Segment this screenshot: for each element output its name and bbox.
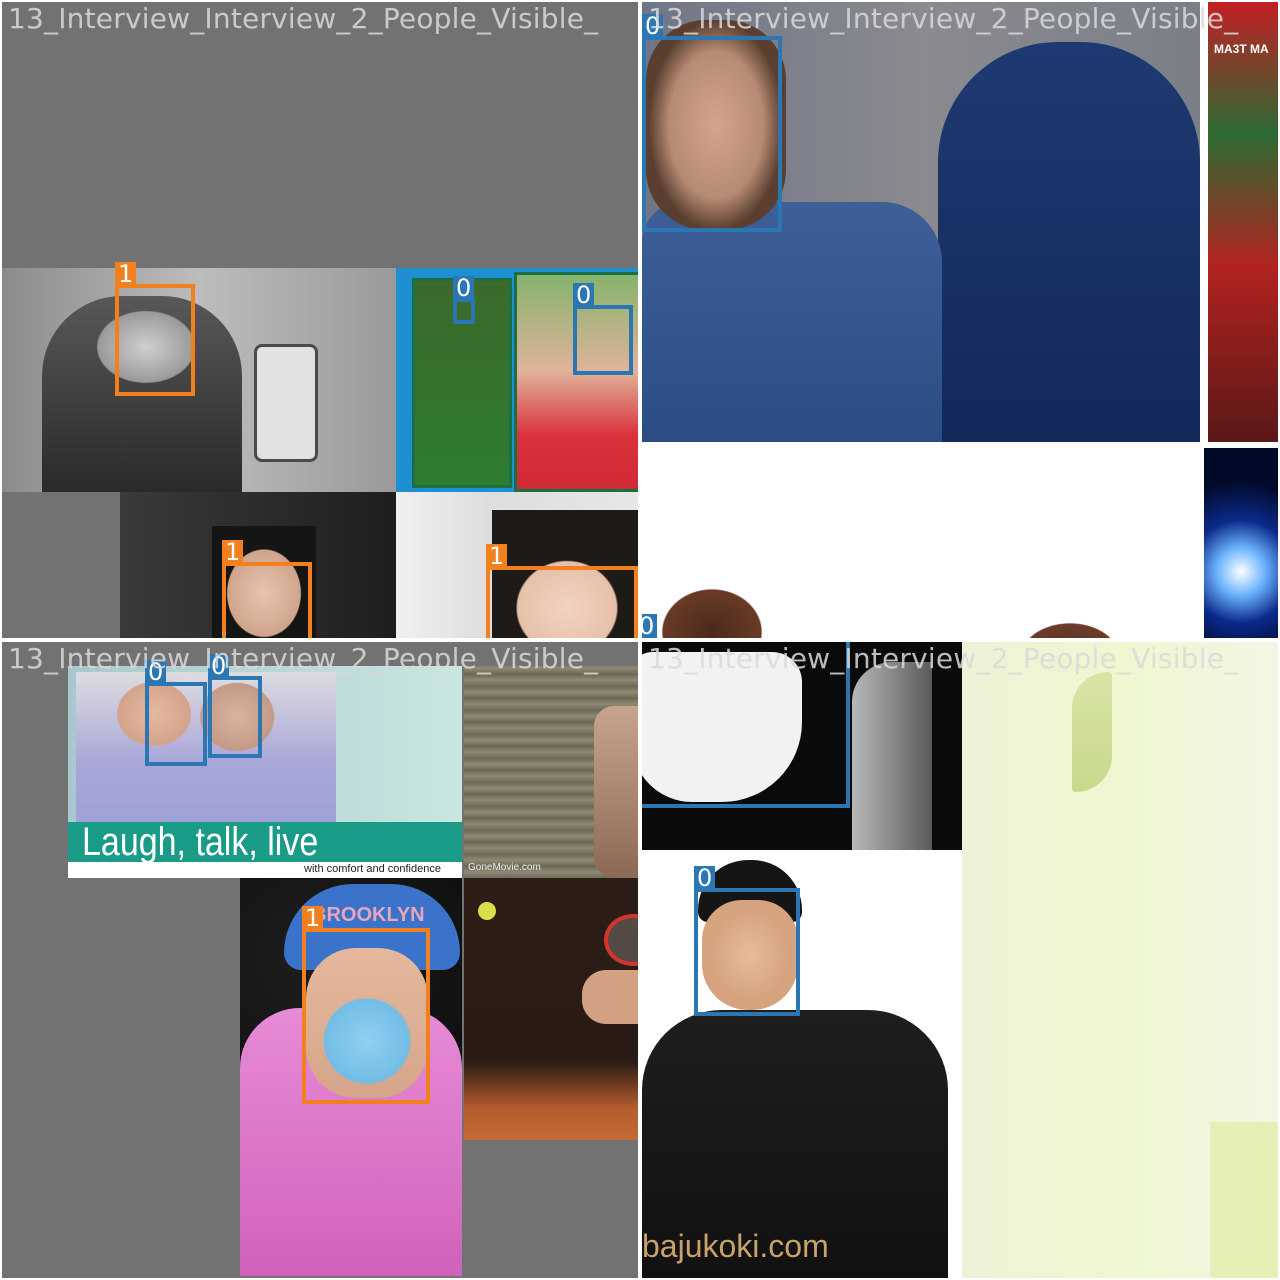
photo-man-with-mask-and-phone — [2, 268, 396, 492]
photo-tiled-wall: GoneMovie.com — [464, 666, 638, 878]
poster-title: MA3T MA — [1214, 42, 1269, 56]
detection-box-class-1 — [302, 928, 430, 1104]
photo-women-collage — [396, 268, 638, 492]
quadrant-bottom-right: bajukoki.com 0 13_Interview_Interview_2_… — [642, 642, 1278, 1278]
ad-watermark: GoneMovie.com — [468, 862, 541, 873]
detection-box-class-0 — [208, 676, 262, 758]
woman-in-garden — [412, 278, 512, 488]
photo-two-heads — [642, 442, 1200, 638]
quadrant-top-left: 1 0 0 1 1 13_Interview_Interview_2_Peopl… — [2, 2, 638, 638]
hair — [492, 510, 638, 638]
photo-chef: bajukoki.com — [642, 850, 962, 1278]
detection-label-0: 0 — [642, 14, 664, 38]
detection-label-1: 1 — [302, 906, 324, 930]
green-patch — [1210, 1122, 1278, 1278]
green-leaf — [1072, 672, 1112, 792]
photo-poster-edge: MA3T MA — [1208, 2, 1278, 442]
image-caption: 13_Interview_Interview_2_People_Visible_ — [8, 2, 599, 35]
player-arm — [582, 970, 638, 1024]
photo-pale-green — [962, 642, 1278, 1278]
quadrant-bottom-left: Laugh, talk, live with comfort and confi… — [2, 642, 638, 1278]
detection-label-0: 0 — [642, 614, 658, 638]
detection-box-class-0 — [573, 305, 633, 375]
footballer-body — [642, 202, 942, 442]
photo-child-with-mask: BROOKLYN — [240, 878, 462, 1276]
image-caption: 13_Interview_Interview_2_People_Visible_ — [648, 2, 1239, 35]
cap-lettering: BROOKLYN — [312, 904, 425, 926]
detection-box-class-0 — [694, 888, 800, 1016]
racket — [604, 914, 638, 966]
image-caption: 13_Interview_Interview_2_People_Visible_ — [8, 642, 599, 675]
photo-blue-light — [1204, 448, 1278, 638]
photo-footballer — [642, 2, 1200, 442]
detection-label-0: 0 — [453, 276, 475, 300]
ad-headline: Laugh, talk, live — [82, 820, 319, 864]
image-caption: 13_Interview_Interview_2_People_Visible_ — [648, 642, 1239, 675]
background-player — [938, 42, 1200, 442]
grey-shape — [852, 662, 932, 850]
detection-box-class-0 — [642, 36, 782, 232]
detection-label-0: 0 — [145, 660, 167, 684]
quadrant-top-right: MA3T MA 0 0 13_Interview_Interview_2_Peo… — [642, 2, 1278, 638]
detection-box-class-0 — [145, 682, 207, 766]
photo-woman-forehead — [396, 492, 638, 638]
chef-face — [702, 900, 798, 1010]
detection-label-1: 1 — [115, 262, 137, 286]
phone — [254, 344, 318, 462]
detection-label-1: 1 — [222, 540, 244, 564]
detection-box-class-1 — [486, 566, 638, 638]
head-left — [642, 536, 782, 638]
detection-box-class-1 — [115, 284, 195, 396]
photo-dark-hair-closeup — [642, 642, 962, 850]
detection-label-1: 1 — [486, 544, 508, 568]
tennis-ball — [478, 902, 496, 920]
detection-label-0: 0 — [694, 866, 716, 890]
child-face-mask — [306, 948, 428, 1098]
photo-couple-ad: Laugh, talk, live with comfort and confi… — [68, 666, 462, 878]
head-right — [1000, 582, 1140, 638]
ad-tagline-strip — [68, 862, 462, 878]
white-shape — [642, 652, 802, 802]
ad-tagline: with comfort and confidence — [304, 863, 441, 875]
detection-label-0: 0 — [573, 283, 595, 307]
detection-box-class-0 — [642, 642, 850, 808]
detection-label-0: 0 — [208, 654, 230, 678]
chef-watermark: bajukoki.com — [642, 1228, 829, 1264]
chef-jacket — [642, 1010, 948, 1278]
photo-tennis — [464, 878, 638, 1140]
detection-box-class-0 — [453, 298, 475, 324]
footballer-head — [646, 20, 786, 230]
hand-figure — [594, 706, 638, 878]
detection-box-class-1 — [222, 562, 312, 638]
